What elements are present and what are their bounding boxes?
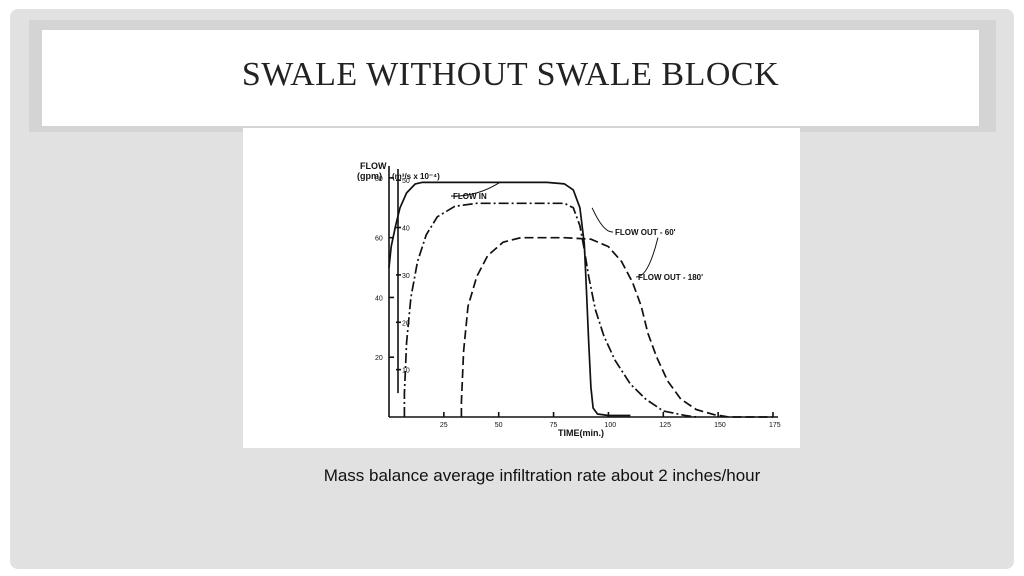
chart-figure: 25 50 75 100 125 150 175 20 40 60 80 10 20 30 40 50 FLOW…: [243, 128, 800, 448]
series-label-leader: [635, 237, 659, 278]
y-tick-label-secondary: 40: [402, 226, 410, 233]
x-tick-label: 75: [550, 422, 558, 429]
x-tick-label: 25: [440, 422, 448, 429]
series-line-3: [460, 236, 773, 418]
y-tick-label-secondary: 20: [402, 320, 410, 327]
series-label-leader: [591, 207, 614, 233]
x-tick-label: 150: [714, 422, 726, 429]
x-tick-label: 50: [495, 422, 503, 429]
y-tick-label-secondary: 10: [402, 368, 410, 375]
y-axis-label-secondary: (m³/s x 10⁻⁴): [392, 172, 440, 181]
series-label: FLOW OUT - 60': [615, 228, 676, 237]
y-tick-label-secondary: 30: [402, 273, 410, 280]
y-tick-label-primary: 20: [375, 355, 383, 362]
x-tick-label: 175: [769, 422, 781, 429]
y-tick-label-primary: 40: [375, 295, 383, 302]
x-tick-label: 125: [659, 422, 671, 429]
y-axis-label-primary: FLOW: [360, 161, 387, 171]
series-line-1: [388, 181, 631, 417]
x-tick-label: 100: [604, 422, 616, 429]
x-axis-label: TIME(min.): [558, 428, 604, 438]
y-tick-label-primary: 80: [375, 176, 383, 183]
series-line-2: [403, 202, 697, 418]
title-box: SWALE WITHOUT SWALE BLOCK: [42, 30, 979, 126]
series-label-leader: [450, 181, 501, 197]
series-label: FLOW OUT - 180': [638, 273, 703, 282]
y-axis-unit-primary: (gpm): [357, 171, 382, 181]
y-tick-label-secondary: 50: [402, 178, 410, 185]
y-tick-label-primary: 60: [375, 236, 383, 243]
series-label: FLOW IN: [453, 192, 487, 201]
slide-title: SWALE WITHOUT SWALE BLOCK: [241, 56, 780, 93]
flow-chart: 25 50 75 100 125 150 175 20 40 60 80 10 20 30 40 50 FLOW…: [357, 161, 781, 438]
caption: Mass balance average infiltration rate a…: [323, 466, 761, 485]
